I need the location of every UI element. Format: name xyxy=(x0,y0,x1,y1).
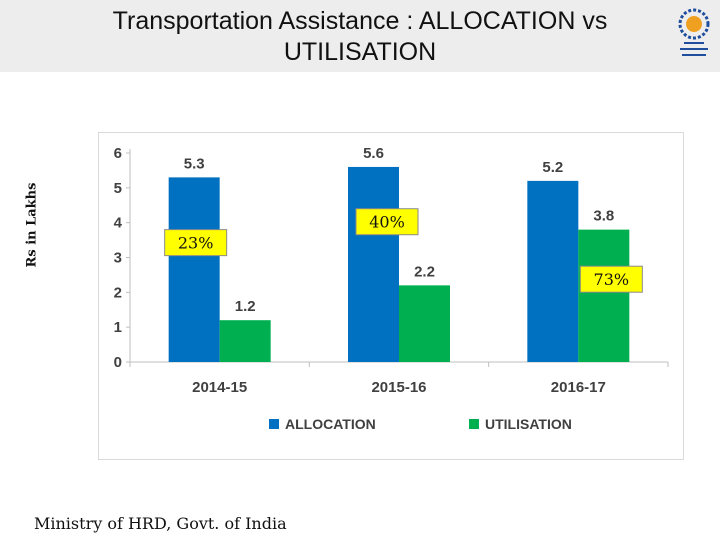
x-tick-label: 2015-16 xyxy=(371,379,426,396)
y-axis-title-wrap: Rs in Lakhs xyxy=(20,160,44,290)
bar-chart: 0 1 2 3 4 5 6 5.3 1.2 2014-15 5.6 2.2 2015-16 5.2 3.8 2… xyxy=(114,145,669,432)
title-bar: Transportation Assistance : ALLOCATION v… xyxy=(0,0,720,72)
bar-value-label: 5.2 xyxy=(542,159,563,176)
y-tick-label: 4 xyxy=(114,215,123,232)
y-tick-label: 6 xyxy=(114,145,122,162)
y-tick-label: 1 xyxy=(114,319,122,336)
footer-text: Ministry of HRD, Govt. of India xyxy=(34,514,287,533)
y-tick-label: 0 xyxy=(114,354,122,371)
bar-value-label: 5.6 xyxy=(363,145,384,162)
y-tick-label: 3 xyxy=(114,250,122,267)
percent-callout-label: 23% xyxy=(178,234,214,253)
x-tick-label: 2014-15 xyxy=(192,379,247,396)
x-tick-label: 2016-17 xyxy=(551,379,606,396)
bar-value-label: 1.2 xyxy=(235,298,256,315)
y-axis-title: Rs in Lakhs xyxy=(24,182,40,268)
emblem-gear-logo xyxy=(670,2,718,68)
y-tick-label: 2 xyxy=(114,284,122,301)
percent-callout-label: 40% xyxy=(369,213,405,232)
bar-allocation-2014-15 xyxy=(168,177,220,362)
legend-swatch-utilisation xyxy=(469,419,479,429)
bar-utilisation-2014-15 xyxy=(219,320,271,362)
percent-callout-label: 73% xyxy=(594,270,630,289)
bar-allocation-2016-17 xyxy=(527,180,579,362)
bar-value-label: 2.2 xyxy=(414,263,435,280)
chart-frame: 0 1 2 3 4 5 6 5.3 1.2 2014-15 5.6 2.2 2015-16 5.2 3.8 2… xyxy=(98,132,684,460)
bar-allocation-2015-16 xyxy=(348,166,399,362)
percent-callout-box xyxy=(579,265,643,293)
legend-label: ALLOCATION xyxy=(285,416,376,432)
slide-title: Transportation Assistance : ALLOCATION v… xyxy=(112,7,608,66)
percent-callout-box xyxy=(355,208,419,236)
legend-label: UTILISATION xyxy=(485,416,572,432)
percent-callout-box xyxy=(164,229,228,257)
legend-swatch-allocation xyxy=(269,419,279,429)
bar-value-label: 5.3 xyxy=(184,155,205,172)
bar-value-label: 3.8 xyxy=(593,208,614,225)
y-tick-label: 5 xyxy=(114,180,122,197)
bar-utilisation-2015-16 xyxy=(399,285,450,362)
bar-utilisation-2016-17 xyxy=(578,229,630,362)
